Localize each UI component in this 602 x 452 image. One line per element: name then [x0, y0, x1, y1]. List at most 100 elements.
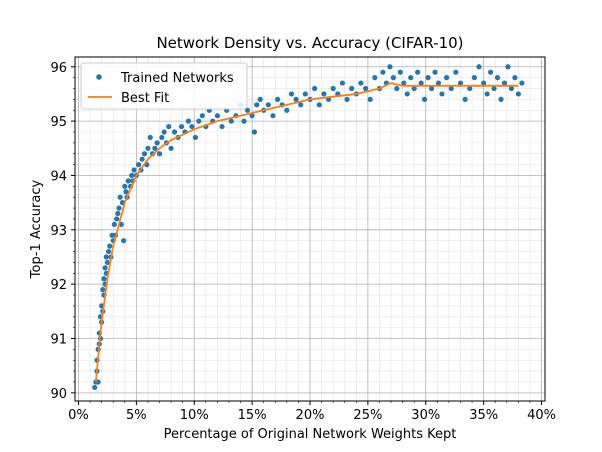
data-point [166, 123, 172, 130]
y-tick-label: 92 [50, 278, 67, 293]
data-point [362, 85, 369, 92]
data-point [293, 96, 299, 102]
data-point [228, 118, 234, 124]
y-axis: 90 91 92 93 94 95 96 [50, 61, 75, 402]
data-point [257, 96, 263, 102]
data-point [428, 85, 435, 92]
x-tick-label: 5% [126, 408, 147, 423]
data-point [481, 80, 487, 86]
data-point [411, 85, 417, 92]
data-point [241, 118, 247, 124]
legend-label: Best Fit [121, 91, 169, 106]
y-tick-label: 93 [50, 224, 67, 239]
data-point [249, 113, 255, 119]
data-point [330, 85, 336, 92]
major-grid [75, 57, 545, 401]
data-point [457, 80, 464, 86]
data-point [302, 91, 308, 97]
data-point [435, 80, 442, 86]
x-tick-label: 0% [68, 408, 89, 423]
data-point [484, 91, 490, 97]
data-point [265, 102, 271, 108]
data-point [123, 189, 129, 195]
data-point [92, 384, 98, 391]
data-point [121, 238, 127, 244]
data-point [390, 75, 396, 81]
data-point [397, 69, 403, 75]
data-point [156, 151, 163, 157]
data-point [100, 286, 106, 293]
data-point [498, 96, 504, 102]
data-point [494, 75, 501, 81]
data-point [254, 102, 260, 108]
data-point [515, 91, 521, 97]
data-point [152, 145, 158, 151]
data-point [462, 96, 468, 102]
data-point [171, 129, 178, 135]
data-point [501, 80, 508, 86]
data-point [387, 64, 393, 70]
data-point [408, 75, 414, 81]
data-point [415, 69, 421, 75]
data-point [141, 151, 148, 157]
data-point [189, 123, 195, 130]
data-point [196, 118, 202, 124]
data-point [161, 129, 167, 135]
data-point [102, 265, 108, 271]
x-tick-label: 20% [296, 408, 325, 423]
data-point [418, 80, 424, 86]
data-point [219, 123, 225, 130]
data-point [367, 96, 373, 102]
data-point [105, 248, 112, 255]
data-point [136, 162, 142, 168]
data-point [487, 69, 494, 75]
data-point [512, 75, 518, 81]
x-tick-label: 25% [353, 408, 382, 423]
data-point [312, 85, 318, 92]
data-point [432, 69, 438, 75]
data-point [321, 91, 327, 97]
data-point [349, 85, 355, 92]
legend: Trained Networks Best Fit [80, 62, 248, 110]
data-point [288, 91, 295, 97]
data-point [344, 96, 350, 102]
data-point [131, 167, 137, 173]
data-point [122, 183, 128, 189]
data-point [117, 194, 123, 200]
data-point [476, 64, 482, 70]
data-point [505, 64, 511, 70]
data-point [448, 85, 454, 92]
data-point [139, 156, 145, 162]
data-point [101, 276, 107, 282]
legend-marker-scatter [96, 74, 102, 80]
data-point [154, 140, 160, 146]
data-point [104, 259, 111, 266]
series-layer [92, 64, 525, 391]
data-point [168, 145, 174, 151]
data-point [316, 102, 322, 108]
best-fit-line [94, 82, 519, 383]
data-point [270, 113, 276, 119]
x-tick-label: 15% [238, 408, 267, 423]
data-point [251, 129, 258, 135]
data-point [111, 221, 117, 227]
data-point [491, 85, 497, 92]
data-point [129, 172, 135, 179]
data-point [115, 210, 121, 217]
data-point [103, 254, 109, 260]
legend-box [80, 62, 248, 110]
x-tick-label: 35% [469, 408, 498, 423]
y-tick-label: 95 [50, 115, 67, 130]
data-point [404, 91, 410, 97]
data-point [471, 75, 477, 81]
data-point [284, 107, 290, 113]
data-point [439, 91, 445, 97]
data-point [380, 69, 386, 75]
data-point [147, 134, 153, 141]
data-point [107, 243, 113, 249]
data-point [508, 85, 515, 92]
data-point [116, 205, 122, 211]
data-point [185, 118, 192, 124]
data-point [298, 102, 304, 108]
data-point [159, 134, 165, 141]
